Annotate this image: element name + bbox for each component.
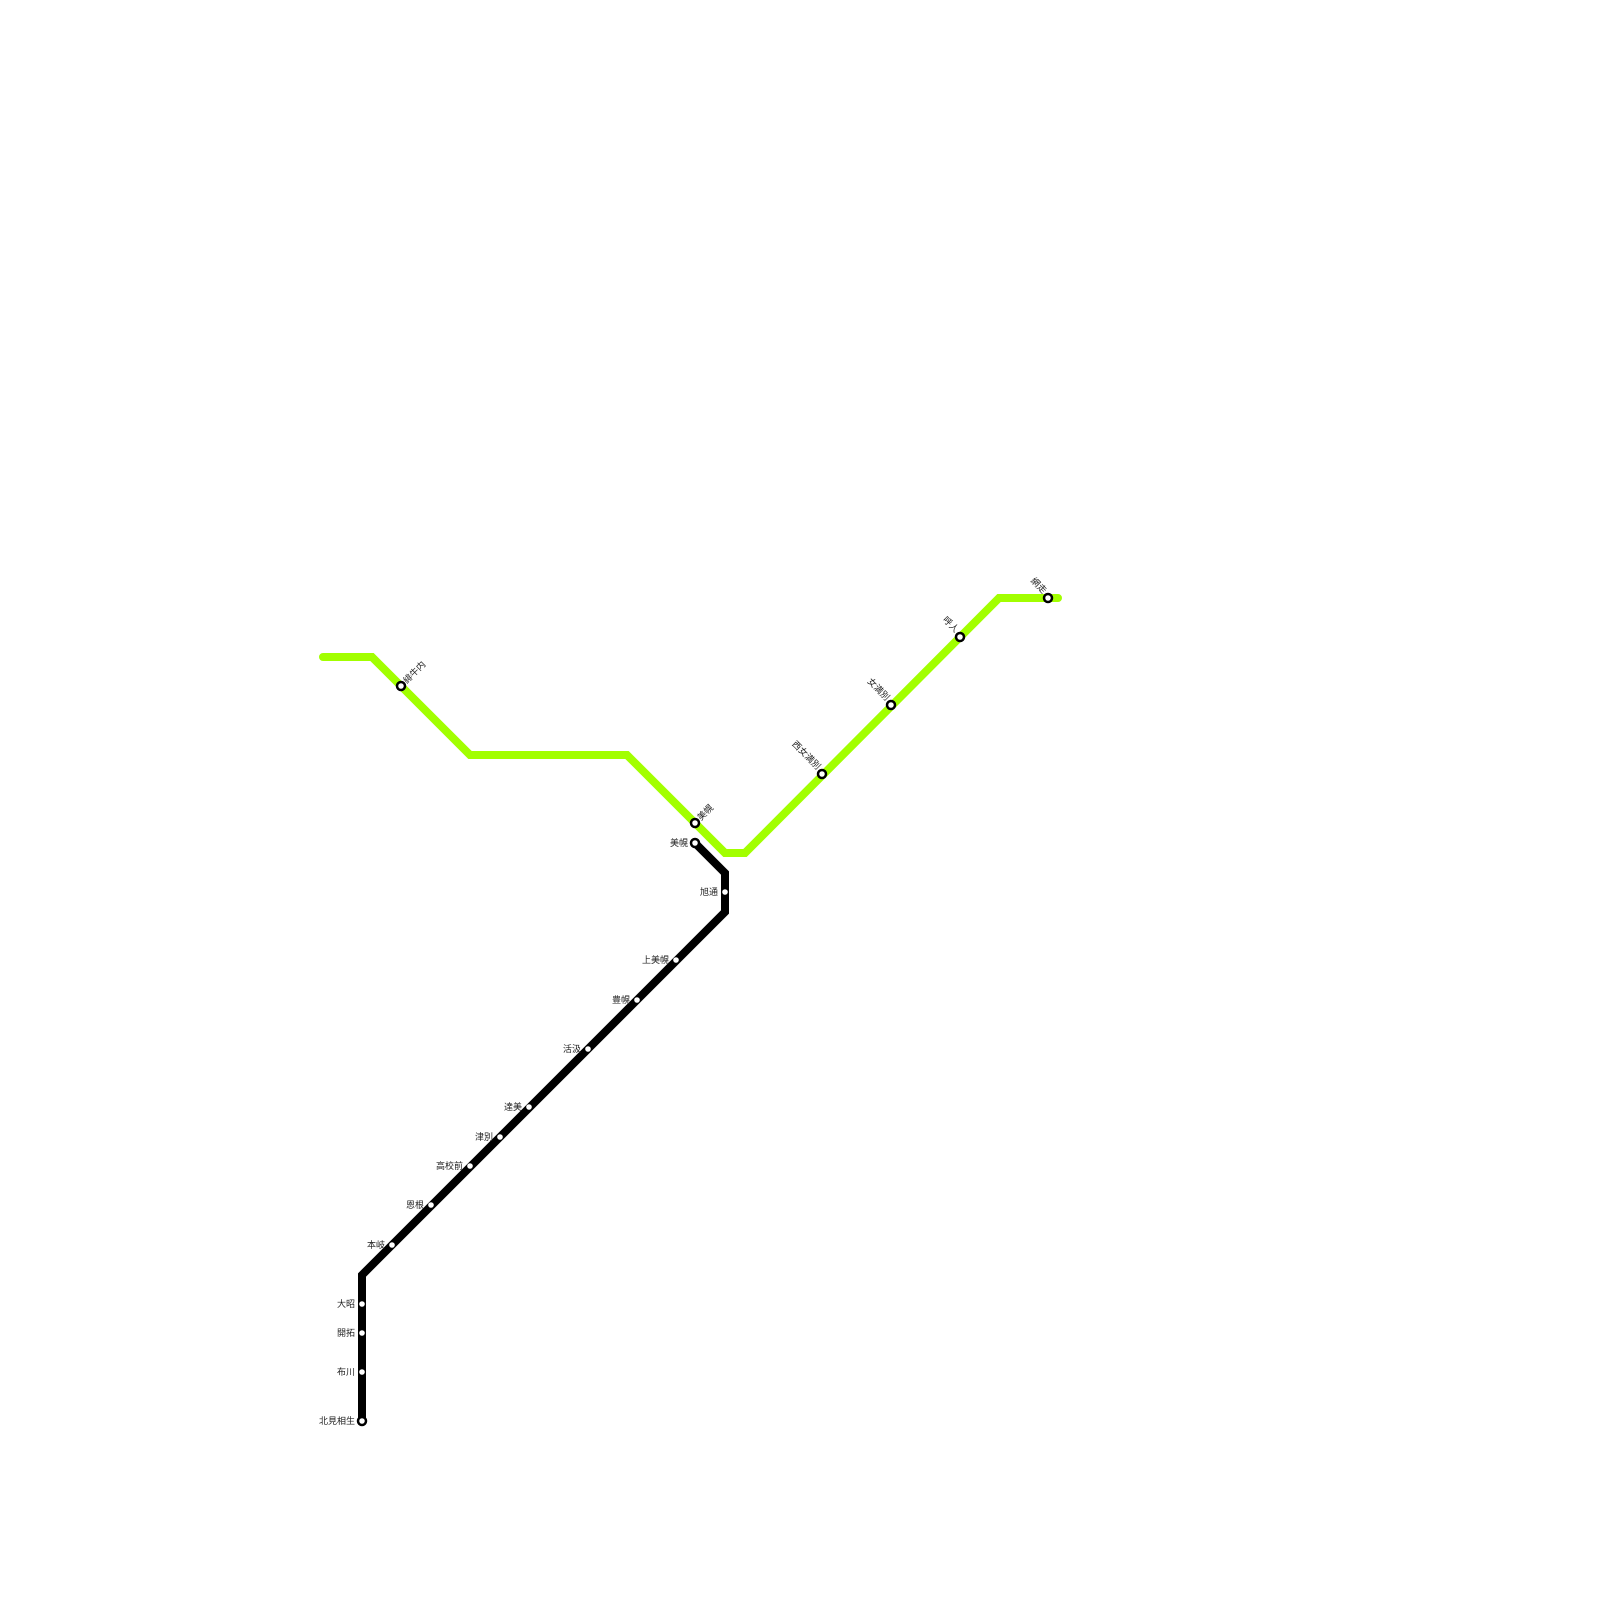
route-black <box>358 839 729 1425</box>
station[interactable]: 達美 <box>504 1101 532 1113</box>
station-marker[interactable] <box>585 1046 591 1052</box>
station[interactable]: 開拓 <box>337 1327 365 1339</box>
station-marker[interactable] <box>885 699 897 711</box>
station[interactable]: 本岐 <box>367 1239 395 1251</box>
station[interactable]: 呼人 <box>940 615 966 643</box>
station-label: 大昭 <box>337 1298 355 1310</box>
station-label: 旭通 <box>700 886 718 898</box>
station-marker[interactable] <box>359 1301 365 1307</box>
station[interactable]: 緋牛内 <box>395 659 429 692</box>
station-marker[interactable] <box>526 1104 532 1110</box>
station-marker[interactable] <box>467 1163 473 1169</box>
station[interactable]: 豊幌 <box>612 994 640 1006</box>
station[interactable]: 恩根 <box>406 1199 434 1211</box>
station-label: 開拓 <box>337 1327 355 1339</box>
station[interactable]: 旭通 <box>700 886 728 898</box>
station[interactable]: 西女満別 <box>789 738 828 780</box>
station-marker[interactable] <box>689 817 701 829</box>
station-marker[interactable] <box>497 1134 503 1140</box>
station-marker[interactable] <box>689 837 701 849</box>
station-marker[interactable] <box>954 631 966 643</box>
station-label: 女満別 <box>865 676 893 704</box>
station[interactable]: 女満別 <box>865 676 897 711</box>
station-label: 豊幌 <box>612 994 630 1006</box>
station[interactable]: 北見相生 <box>319 1415 368 1427</box>
station-marker[interactable] <box>359 1369 365 1375</box>
station[interactable]: 上美幌 <box>642 954 679 966</box>
station-marker[interactable] <box>634 997 640 1003</box>
route-green <box>319 594 1062 857</box>
station[interactable]: 美幌 <box>670 837 701 849</box>
station-marker[interactable] <box>389 1242 395 1248</box>
station[interactable]: 大昭 <box>337 1298 365 1310</box>
station-label: 津別 <box>475 1132 493 1143</box>
station[interactable]: 津別 <box>475 1132 503 1143</box>
station[interactable]: 高校前 <box>436 1160 473 1172</box>
station-marker[interactable] <box>722 889 728 895</box>
station-marker[interactable] <box>359 1330 365 1336</box>
station-label: 達美 <box>504 1101 522 1113</box>
station-label: 本岐 <box>367 1239 385 1251</box>
station[interactable]: 布川 <box>337 1366 365 1378</box>
station-label: 網走 <box>1028 575 1049 596</box>
station-marker[interactable] <box>673 957 679 963</box>
station-label: 活汲 <box>563 1043 581 1055</box>
station-label: 美幌 <box>670 837 688 849</box>
station[interactable]: 美幌 <box>689 802 716 829</box>
station-label: 西女満別 <box>789 738 823 772</box>
station-marker[interactable] <box>816 768 828 780</box>
station-marker[interactable] <box>1042 592 1054 604</box>
station[interactable]: 活汲 <box>563 1043 591 1055</box>
station-label: 恩根 <box>406 1199 424 1211</box>
station-label: 上美幌 <box>642 954 669 966</box>
station-label: 緋牛内 <box>401 659 429 687</box>
station-marker[interactable] <box>356 1415 368 1427</box>
station-marker[interactable] <box>428 1202 434 1208</box>
station-marker[interactable] <box>395 680 407 692</box>
station-label: 布川 <box>337 1366 355 1378</box>
station-label: 北見相生 <box>319 1415 355 1427</box>
station-label: 呼人 <box>940 615 961 636</box>
station-label: 高校前 <box>436 1160 463 1172</box>
